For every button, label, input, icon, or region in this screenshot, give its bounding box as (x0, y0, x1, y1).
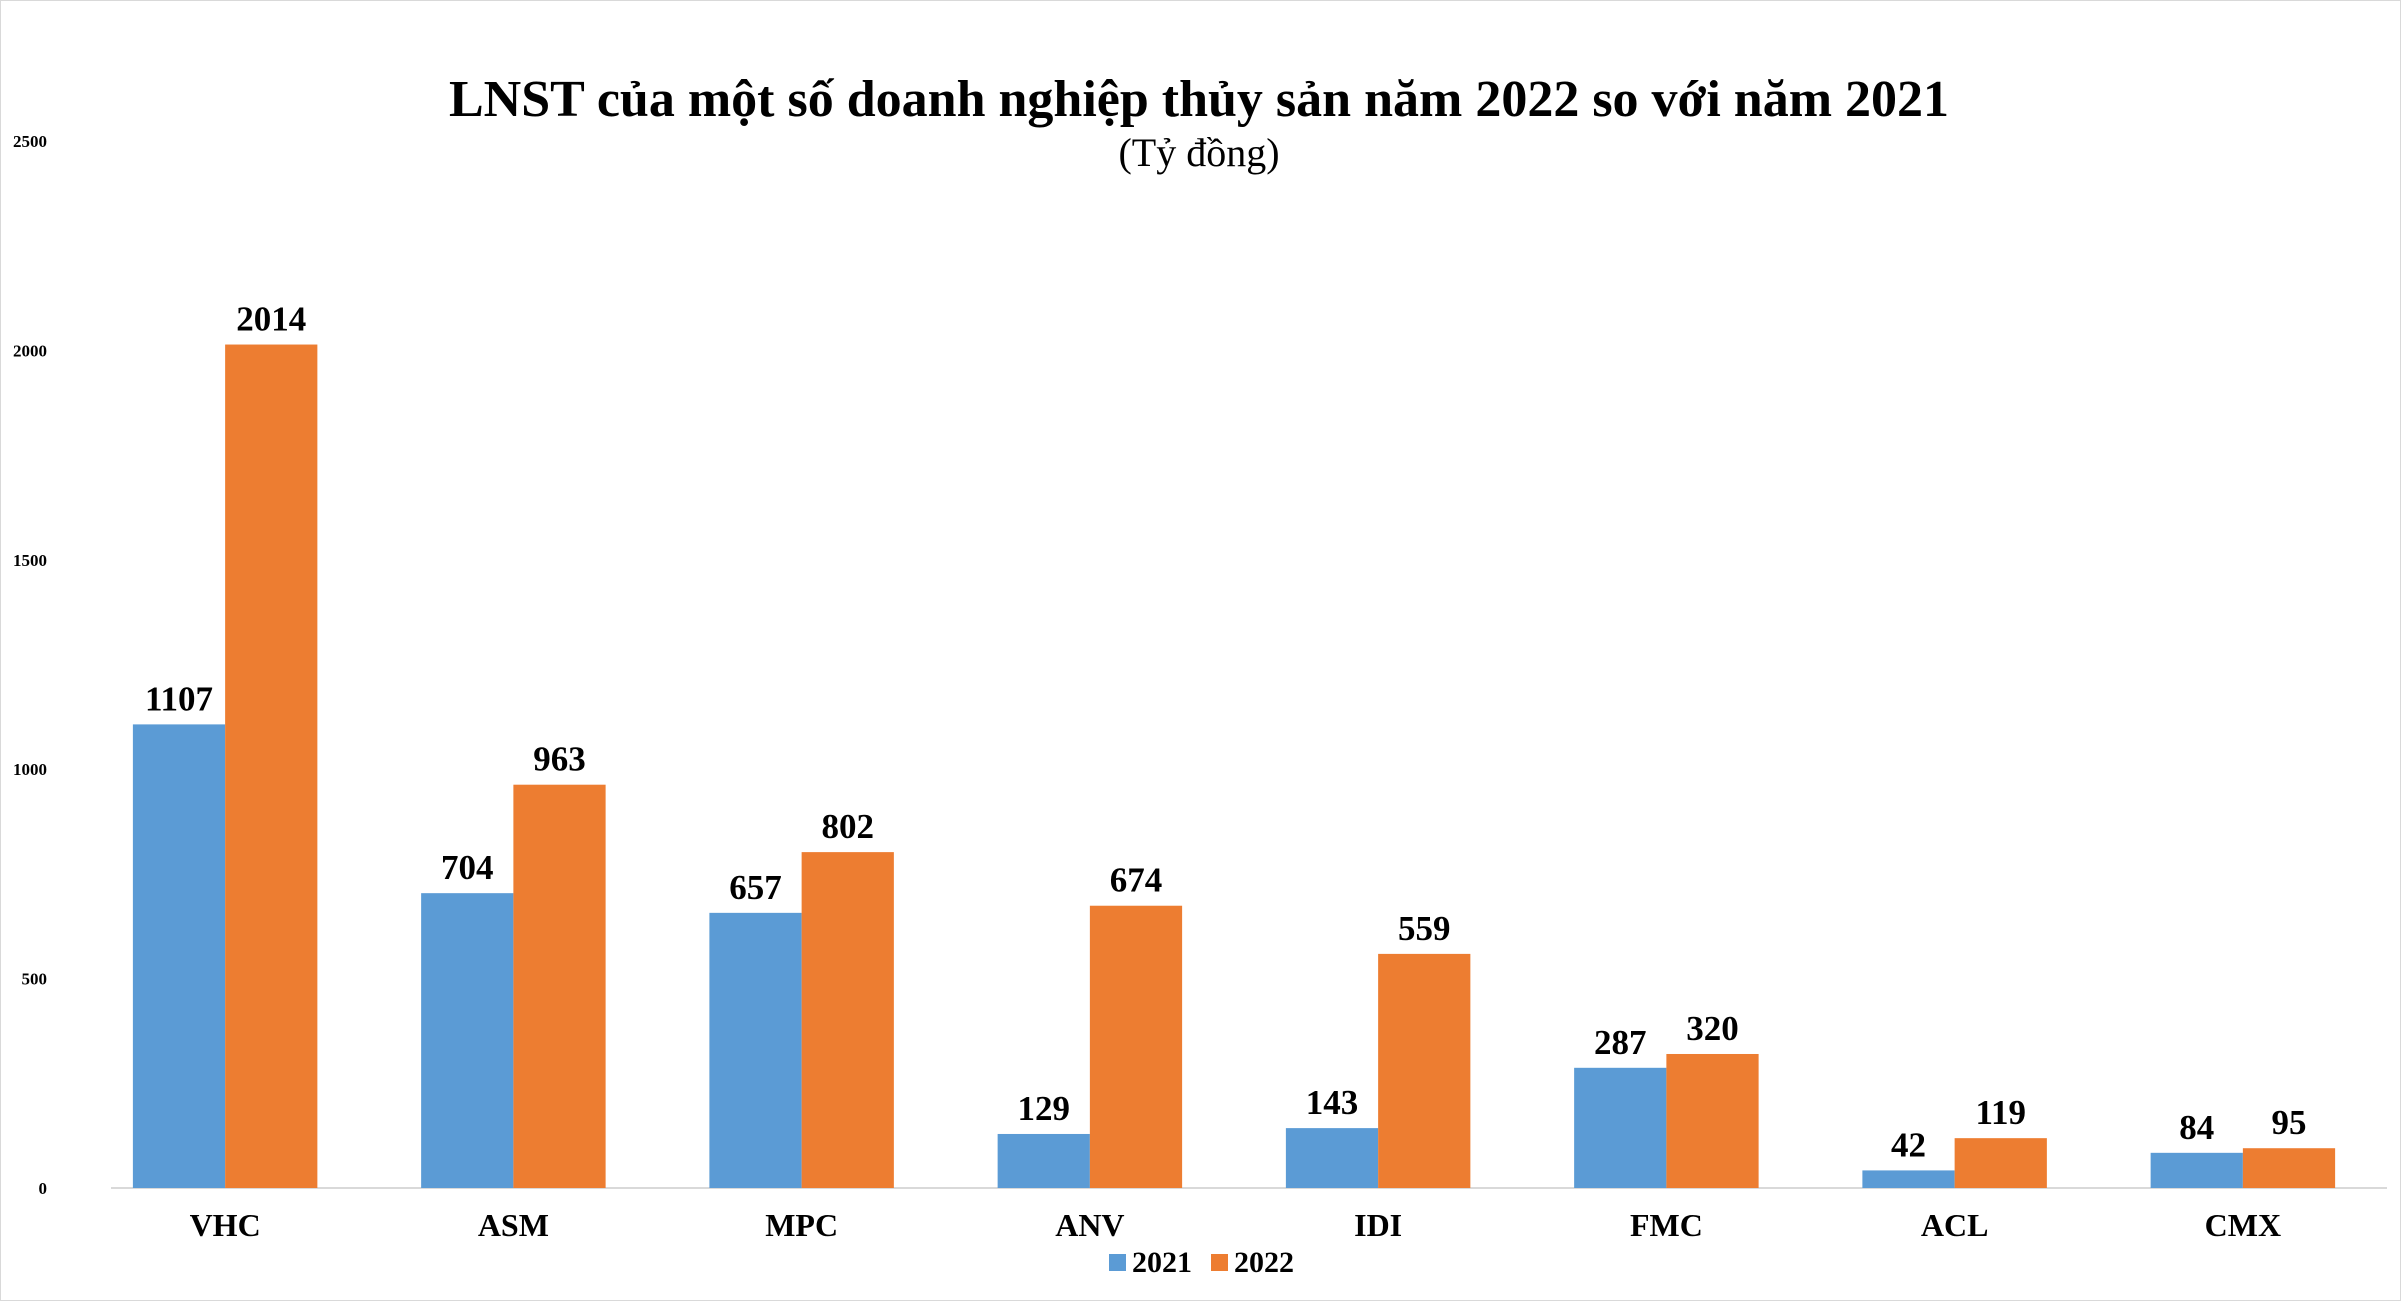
data-label: 84 (2179, 1108, 2214, 1147)
bar-ANV-2022 (1089, 905, 1183, 1188)
bar-MPC-2022 (801, 852, 894, 1188)
bar-ACL-2021 (1862, 1170, 1955, 1188)
chart-subtitle: (Tỷ đồng) (1118, 130, 1279, 175)
data-label: 674 (1110, 861, 1163, 900)
y-tick-label: 1000 (13, 760, 47, 779)
data-label: 2014 (236, 300, 306, 339)
bar-CMX-2021 (2150, 1152, 2243, 1188)
legend-swatch (1211, 1254, 1228, 1271)
data-label: 802 (821, 807, 874, 846)
data-label: 657 (729, 868, 782, 907)
data-labels: 1107 2014 704 963 657 802 129 674 143 559 287 320 42… (145, 300, 2307, 1165)
y-tick-label: 500 (22, 970, 48, 989)
bar-ASM-2022 (513, 784, 606, 1188)
x-axis: VHC ASM MPC ANV IDI FMC ACL CMX (190, 1207, 2282, 1243)
x-tick-label: ACL (1921, 1207, 1989, 1243)
bar-CMX-2022 (2242, 1148, 2336, 1188)
y-tick-label: 2500 (13, 132, 47, 151)
bar-IDI-2021 (1285, 1128, 1379, 1188)
bar-VHC-2021 (132, 724, 226, 1188)
y-tick-label: 0 (39, 1179, 48, 1198)
bar-MPC-2021 (709, 912, 802, 1188)
data-label: 963 (533, 740, 586, 779)
y-axis: 0 500 1000 1500 2000 2500 (13, 132, 47, 1198)
data-label: 119 (1975, 1093, 2026, 1132)
bar-VHC-2022 (225, 344, 318, 1188)
data-label: 1107 (145, 679, 213, 718)
bar-ACL-2022 (1954, 1138, 2047, 1188)
x-tick-label: VHC (190, 1207, 261, 1243)
legend-swatch (1109, 1254, 1126, 1271)
bar-IDI-2022 (1378, 953, 1471, 1188)
data-label: 143 (1306, 1083, 1359, 1122)
data-label: 287 (1594, 1023, 1647, 1062)
data-label: 559 (1398, 909, 1451, 948)
bar-FMC-2021 (1574, 1067, 1667, 1188)
y-tick-label: 1500 (13, 551, 47, 570)
bar-ANV-2021 (997, 1133, 1090, 1188)
x-tick-label: ASM (478, 1207, 549, 1243)
data-label: 129 (1018, 1089, 1071, 1128)
bars (132, 344, 2336, 1188)
data-label: 320 (1686, 1009, 1739, 1048)
data-label: 42 (1891, 1125, 1926, 1164)
bar-FMC-2022 (1666, 1053, 1759, 1188)
x-tick-label: CMX (2205, 1207, 2281, 1243)
legend-label: 2021 (1132, 1246, 1192, 1279)
legend-label: 2022 (1234, 1246, 1294, 1279)
x-tick-label: ANV (1055, 1207, 1124, 1243)
chart-title: LNST của một số doanh nghiệp thủy sản nă… (449, 71, 1949, 128)
x-tick-label: FMC (1630, 1207, 1703, 1243)
x-tick-label: IDI (1354, 1207, 1402, 1243)
x-tick-label: MPC (765, 1207, 838, 1243)
bar-ASM-2021 (421, 893, 514, 1188)
data-label: 95 (2271, 1103, 2306, 1142)
y-tick-label: 2000 (13, 341, 47, 360)
legend: 2021 2022 (1109, 1246, 1294, 1279)
data-label: 704 (441, 848, 494, 887)
